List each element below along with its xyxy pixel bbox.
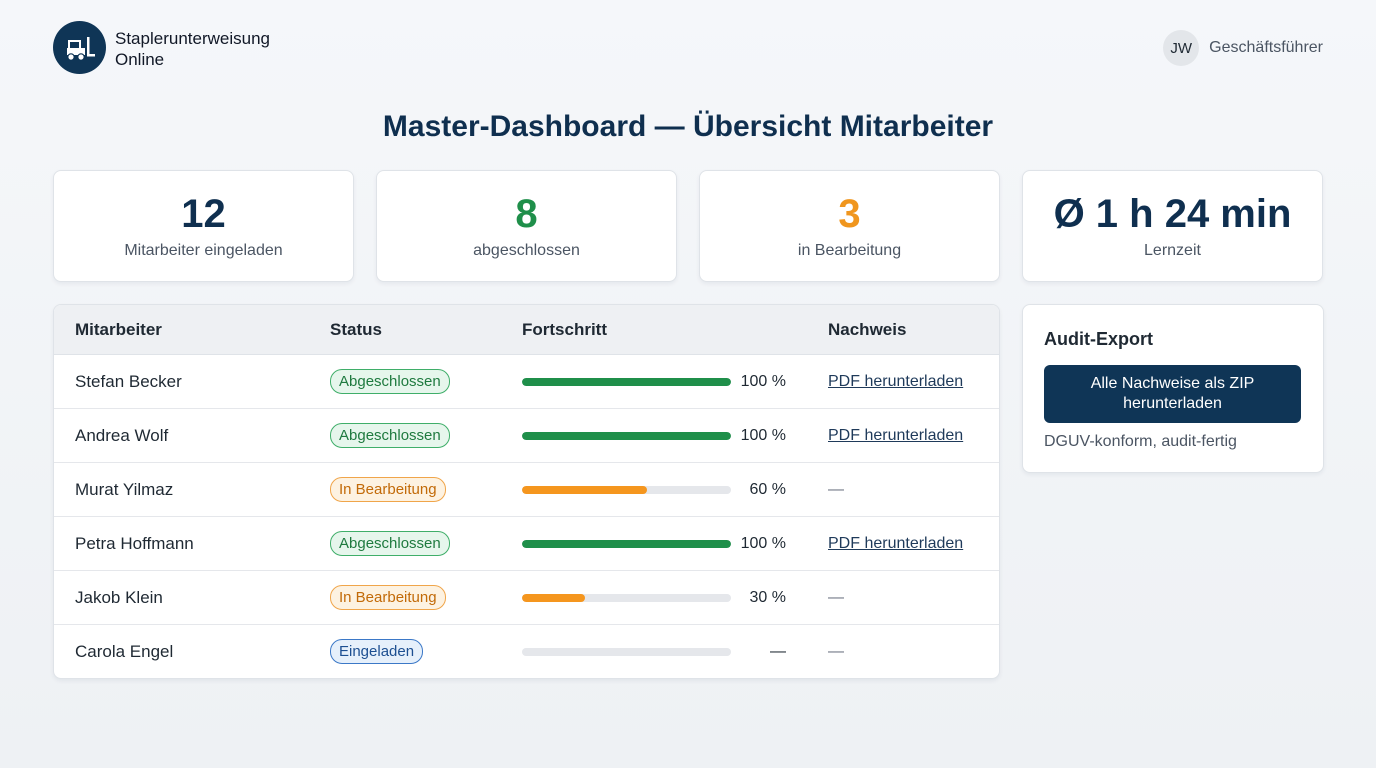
column-header-proof: Nachweis [828,320,907,339]
audit-title: Audit-Export [1044,329,1153,349]
stat-value: 12 [181,192,226,236]
table-body: Stefan Becker Abgeschlossen 100 % PDF herun… [54,355,999,678]
employee-name: Petra Hoffmann [75,533,194,553]
progress-bar [522,593,731,602]
progress-label: 100 % [740,426,786,444]
table-row: Carola Engel Eingeladen — — [54,625,999,678]
avatar[interactable]: JW [1163,30,1200,66]
progress-cell: 30 % [522,571,786,624]
column-header-employee: Mitarbeiter [75,320,162,339]
progress-cell: 100 % [522,355,786,408]
progress-bar-fill [522,593,585,602]
audit-export-card: Audit-Export Alle Nachweise als ZIP heru… [1022,304,1324,473]
status-badge: In Bearbeitung [330,477,446,502]
proof-cell: PDF herunterladen [828,355,963,408]
table-row: Petra Hoffmann Abgeschlossen 100 % PDF heru… [54,517,999,571]
brand-line-1: Staplerunterweisung [115,29,270,48]
progress-bar [522,539,731,548]
stat-card-learning-time: Ø 1 h 24 min Lernzeit [1022,170,1323,282]
progress-bar-fill [522,377,731,386]
status-cell: Abgeschlossen [330,517,450,570]
status-cell: Abgeschlossen [330,355,450,408]
brand-name: Staplerunterweisung Online [115,28,270,70]
table-row: Jakob Klein In Bearbeitung 30 % — [54,571,999,625]
employee-name: Andrea Wolf [75,425,169,445]
employee-name: Murat Yilmaz [75,479,174,499]
table-row: Andrea Wolf Abgeschlossen 100 % PDF herunte… [54,409,999,463]
proof-empty: — [828,588,844,606]
stat-card-invited: 12 Mitarbeiter eingeladen [53,170,354,282]
stat-value: 8 [515,192,538,236]
stat-label: in Bearbeitung [797,242,902,259]
pdf-download-link[interactable]: PDF herunterladen [828,534,964,552]
progress-bar [522,431,731,440]
progress-label: 30 % [749,588,786,606]
proof-empty: — [828,642,844,660]
status-badge: Abgeschlossen [330,369,450,394]
column-header-progress: Fortschritt [522,320,607,339]
progress-label: 100 % [740,372,786,390]
proof-cell: — [828,625,844,678]
status-cell: Eingeladen [330,625,424,678]
user-menu[interactable]: JW Geschäftsführer [1163,30,1323,66]
status-cell: In Bearbeitung [330,571,446,624]
status-badge: In Bearbeitung [330,585,446,610]
progress-label: — [770,642,786,660]
progress-cell: — [522,625,786,678]
proof-cell: — [828,571,844,624]
stat-value: Ø 1 h 24 min [1053,192,1292,236]
stat-value: 3 [838,192,861,236]
table-header: Mitarbeiter Status Fortschritt Nachweis [54,305,999,355]
stat-label: Lernzeit [1144,242,1201,259]
proof-empty: — [828,480,844,498]
table-row: Murat Yilmaz In Bearbeitung 60 % — [54,463,999,517]
pdf-download-link[interactable]: PDF herunterladen [828,372,964,390]
progress-cell: 60 % [522,463,786,516]
proof-cell: PDF herunterladen [828,517,963,570]
brand-line-2: Online [115,50,165,69]
column-header-status: Status [330,320,382,339]
progress-bar [522,377,731,386]
user-role: Geschäftsführer [1209,39,1323,56]
stat-label: Mitarbeiter eingeladen [124,242,283,259]
progress-bar-fill [522,539,731,548]
employee-table: Mitarbeiter Status Fortschritt Nachweis … [53,304,1000,679]
proof-cell: PDF herunterladen [828,409,963,462]
progress-bar [522,647,731,656]
stats-row: 12 Mitarbeiter eingeladen 8 abgeschlosse… [53,170,1323,282]
employee-name: Jakob Klein [75,587,163,607]
progress-bar-fill [522,431,731,440]
stat-label: abgeschlossen [473,242,580,259]
stat-card-in-progress: 3 in Bearbeitung [699,170,1000,282]
audit-note: DGUV-konform, audit-fertig [1044,433,1237,450]
progress-bar-fill [522,485,648,494]
progress-cell: 100 % [522,517,786,570]
status-badge: Abgeschlossen [330,531,450,556]
page-title: Master-Dashboard — Übersicht Mitarbeiter [382,110,994,143]
progress-cell: 100 % [522,409,786,462]
progress-bar [522,485,731,494]
employee-name: Stefan Becker [75,371,182,391]
employee-name: Carola Engel [75,641,174,661]
progress-label: 60 % [749,480,786,498]
status-badge: Eingeladen [330,639,424,664]
stat-card-completed: 8 abgeschlossen [376,170,677,282]
status-cell: In Bearbeitung [330,463,446,516]
app-header: Staplerunterweisung Online JW Geschäftsf… [0,0,1376,96]
proof-cell: — [828,463,844,516]
table-row: Stefan Becker Abgeschlossen 100 % PDF herun… [54,355,999,409]
status-cell: Abgeschlossen [330,409,450,462]
progress-label: 100 % [740,534,786,552]
forklift-icon[interactable] [53,21,106,74]
pdf-download-link[interactable]: PDF herunterladen [828,426,964,444]
status-badge: Abgeschlossen [330,423,450,448]
download-all-zip-button[interactable]: Alle Nachweise als ZIP herunterladen [1044,365,1301,423]
